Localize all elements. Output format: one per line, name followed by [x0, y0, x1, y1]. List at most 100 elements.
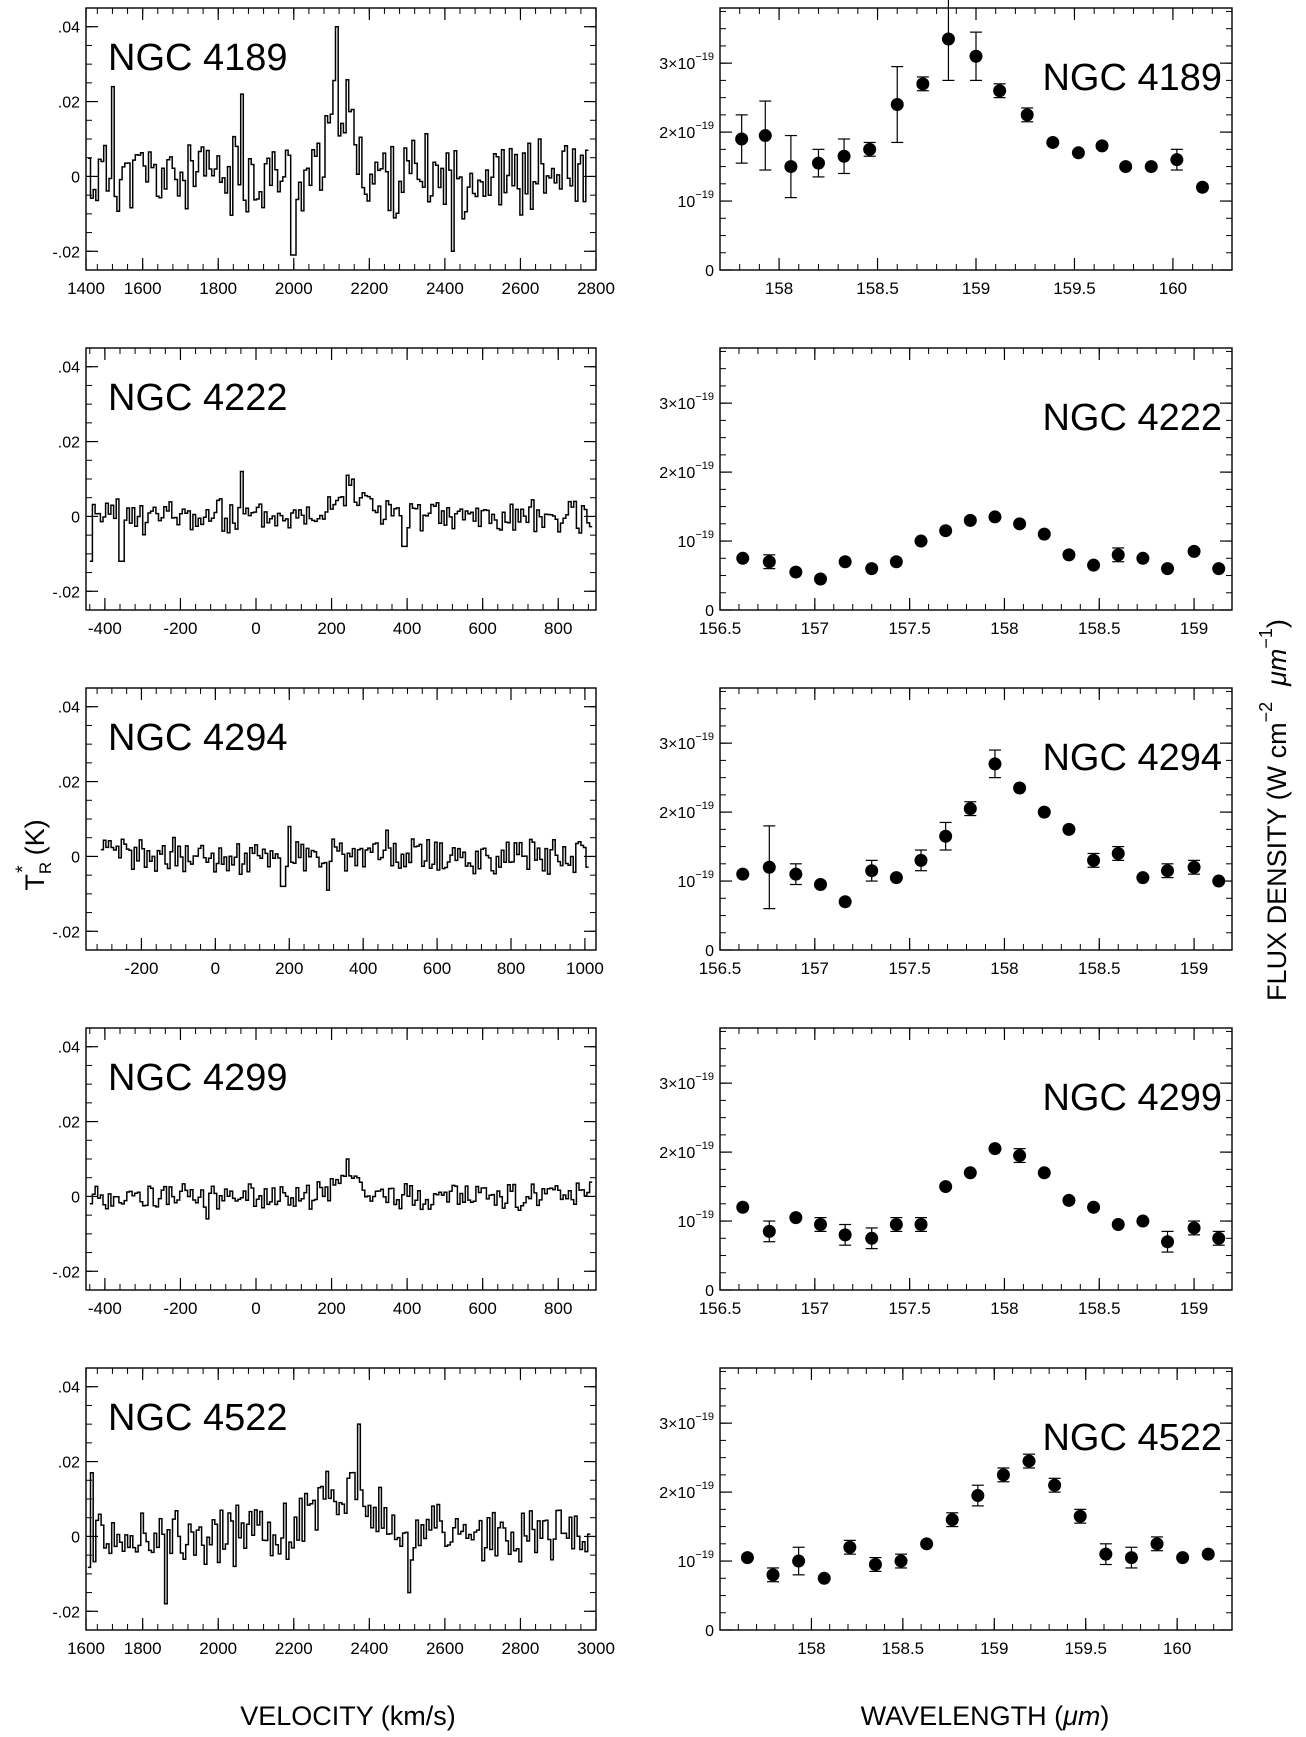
galaxy-label: NGC 4222 — [108, 377, 288, 419]
data-point — [1020, 108, 1034, 122]
data-point — [1087, 558, 1101, 572]
y-tick-label: 0 — [71, 169, 80, 186]
data-point — [1013, 781, 1027, 795]
y-tick-label: 3×10−19 — [659, 731, 714, 753]
y-tick-label: 0 — [705, 1283, 714, 1300]
right-xlabel-post: ) — [1100, 1701, 1109, 1731]
right-ylabel-mu: μm — [1262, 649, 1292, 687]
y-tick-label: 2×10−19 — [659, 460, 714, 482]
y-tick-label: -.02 — [52, 584, 80, 601]
data-point — [889, 1218, 903, 1231]
data-point — [792, 1554, 806, 1568]
x-tick-label: 2000 — [275, 279, 313, 298]
y-tick-label: 0 — [705, 943, 714, 960]
svg-text:FLUX DENSITY (W cm−2μm−1): FLUX DENSITY (W cm−2 μm−1) — [1256, 619, 1292, 1001]
x-tick-label: 2800 — [502, 1639, 540, 1658]
flux-panel-5: 158 158.5 159 159.5 160 0 10−19 2×10−19 3×10−19 N… — [659, 1367, 1233, 1658]
data-point — [789, 565, 803, 579]
x-tick-label: 2400 — [426, 279, 464, 298]
x-tick-label: 0 — [251, 619, 260, 638]
x-tick-label: 157 — [801, 619, 829, 638]
galaxy-label: NGC 4222 — [1042, 397, 1222, 439]
data-point — [1062, 548, 1076, 562]
data-point — [1073, 1509, 1087, 1523]
y-tick-label: 10−19 — [678, 1549, 714, 1571]
data-point — [758, 129, 772, 143]
data-point — [1095, 139, 1109, 153]
x-tick-label: 1600 — [124, 279, 162, 298]
spectrum-line — [89, 1158, 593, 1220]
right-xlabel-pre: WAVELENGTH ( — [861, 1701, 1064, 1731]
y-tick-label: -.02 — [52, 1264, 80, 1281]
data-point — [789, 1211, 803, 1225]
galaxy-label: NGC 4294 — [108, 717, 288, 759]
spectrum-panel-4: -400 -200 0 200 400 600 800 .04 .02 0 -.02 NGC 4299 — [52, 1027, 597, 1318]
x-tick-label: 157.5 — [888, 959, 931, 978]
x-tick-label: 1800 — [124, 1639, 162, 1658]
x-tick-label: 2000 — [199, 1639, 237, 1658]
y-tick-label: 0 — [705, 263, 714, 280]
x-tick-label: 158 — [797, 1639, 825, 1658]
x-tick-label: 158.5 — [856, 279, 899, 298]
x-tick-label: 1000 — [566, 959, 604, 978]
data-point — [969, 49, 983, 63]
data-point — [863, 142, 877, 156]
x-tick-label: 159 — [980, 1639, 1008, 1658]
data-point — [890, 98, 904, 112]
x-tick-label: 2200 — [350, 279, 388, 298]
data-point — [843, 1540, 857, 1554]
x-tick-label: 600 — [468, 1299, 496, 1318]
data-point — [1195, 180, 1209, 194]
data-point — [1150, 1537, 1164, 1551]
x-tick-label: -200 — [124, 959, 158, 978]
data-point — [1111, 548, 1125, 562]
x-tick-label: 800 — [544, 1299, 572, 1318]
spectrum-panel-2: -400 -200 0 200 400 600 800 .04 .02 0 -.02 NGC 4222 — [52, 347, 597, 638]
left-ylabel-unit: (K) — [20, 819, 50, 855]
y-tick-label: 3×10−19 — [659, 1411, 714, 1433]
data-point — [971, 1489, 985, 1503]
right-xlabel-mu: μm — [1062, 1701, 1100, 1731]
x-tick-label: 200 — [317, 1299, 345, 1318]
data-point — [889, 555, 903, 569]
data-point — [1119, 160, 1133, 174]
x-tick-label: 158.5 — [1078, 959, 1121, 978]
x-tick-label: -200 — [163, 619, 197, 638]
x-tick-label: 0 — [211, 959, 220, 978]
left-ylabel-sub: R — [36, 862, 55, 874]
data-point — [993, 84, 1007, 98]
y-tick-label: 0 — [71, 849, 80, 866]
data-point — [941, 32, 955, 46]
data-point — [814, 878, 828, 891]
data-point — [1212, 874, 1226, 888]
data-point — [865, 1231, 879, 1245]
spectrum-panel-3: -200 0 200 400 600 800 1000 .04 .02 0 -.02 NGC 4294 — [52, 687, 604, 978]
spectrum-line — [100, 825, 589, 891]
y-tick-label: .04 — [58, 360, 80, 377]
x-tick-label: 158 — [990, 959, 1018, 978]
x-tick-label: 400 — [349, 959, 377, 978]
y-tick-label: 0 — [705, 603, 714, 620]
y-tick-label: -.02 — [52, 1604, 80, 1621]
plot-frame — [719, 687, 1233, 951]
x-tick-label: 2800 — [577, 279, 615, 298]
data-point — [1136, 871, 1150, 885]
galaxy-label: NGC 4299 — [1042, 1077, 1222, 1119]
data-point — [1048, 1478, 1062, 1492]
data-point — [762, 860, 776, 874]
data-point — [736, 1200, 750, 1214]
y-tick-label: 0 — [705, 1623, 714, 1640]
right-x-axis-label: WAVELENGTH (μm) — [861, 1701, 1110, 1731]
x-tick-label: 2400 — [350, 1639, 388, 1658]
data-point — [996, 1468, 1010, 1482]
x-tick-label: 156.5 — [699, 619, 742, 638]
y-tick-label: 10−19 — [678, 869, 714, 891]
data-point — [865, 562, 879, 576]
y-tick-label: 0 — [71, 509, 80, 526]
flux-panel-2: 156.5 157 157.5 158 158.5 159 0 10−19 2×10−19 3×1… — [659, 347, 1233, 638]
data-point — [916, 77, 930, 91]
galaxy-label: NGC 4189 — [108, 37, 288, 79]
data-point — [1187, 1221, 1201, 1235]
data-point — [1176, 1551, 1190, 1565]
left-y-axis-label: TR* (K) — [13, 819, 55, 890]
